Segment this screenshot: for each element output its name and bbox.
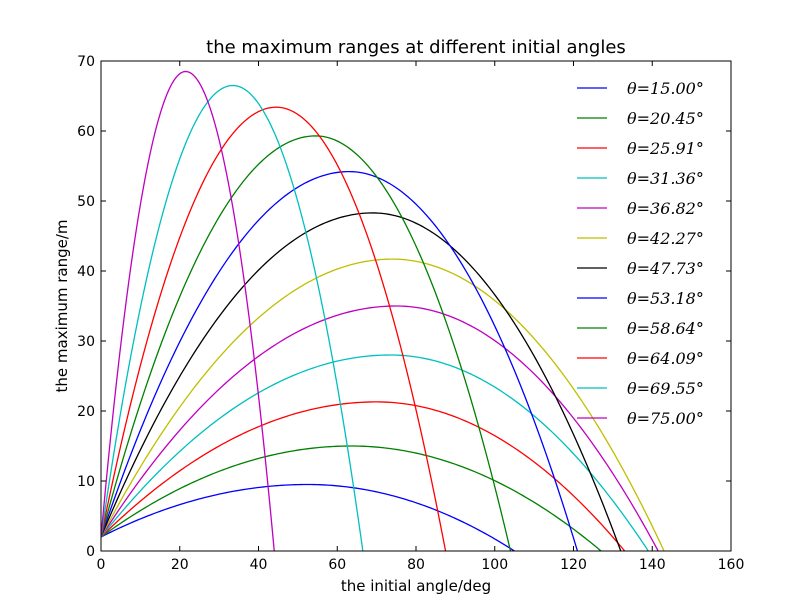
series-line-4 [101,354,650,551]
series-line-1 [101,483,516,551]
x-tick-label: 100 [481,557,508,573]
legend: θ=15.00° θ=20.45° θ=25.91° θ=31.36° θ=36.82°… [577,79,704,428]
y-tick-label: 70 [77,54,95,70]
y-axis-label: the maximum range/m [53,219,71,392]
x-axis-label: the initial angle/deg [341,577,491,595]
series-line-6 [101,258,665,551]
x-tick-label: 40 [250,557,268,573]
series-line-10 [101,106,447,551]
series-line-12 [101,70,275,551]
legend-label: θ=25.91° [627,139,704,158]
y-tick-label: 60 [77,124,95,140]
y-tick-label: 20 [77,404,95,420]
x-axis-ticks: 0 20 40 60 80 100 120 140 160 [97,61,745,573]
x-tick-label: 120 [560,557,587,573]
legend-label: θ=75.00° [627,409,704,428]
x-tick-label: 60 [328,557,346,573]
series-line-11 [101,84,364,551]
legend-label: θ=20.45° [627,109,704,128]
series-curves [101,70,665,551]
series-line-5 [101,305,659,551]
legend-label: θ=64.09° [627,349,704,368]
y-tick-label: 10 [77,474,95,490]
legend-label: θ=36.82° [627,199,704,218]
legend-label: θ=47.73° [627,259,704,278]
legend-label: θ=69.55° [627,379,704,398]
series-line-7 [101,212,622,551]
x-tick-label: 80 [407,557,425,573]
series-line-8 [101,170,579,551]
chart-title: the maximum ranges at different initial … [206,37,626,58]
x-tick-label: 20 [171,557,189,573]
legend-label: θ=15.00° [627,79,704,98]
legend-label: θ=58.64° [627,319,704,338]
legend-label: θ=53.18° [627,289,704,308]
y-tick-label: 0 [86,544,95,560]
y-tick-label: 40 [77,264,95,280]
y-tick-label: 30 [77,334,95,350]
series-line-2 [101,445,603,551]
y-axis-ticks: 0 10 20 30 40 50 60 70 [77,54,731,560]
series-line-9 [101,135,512,551]
x-tick-label: 140 [639,557,666,573]
y-tick-label: 50 [77,194,95,210]
legend-label: θ=31.36° [627,169,704,188]
series-line-3 [101,401,626,551]
x-tick-label: 0 [97,557,106,573]
legend-label: θ=42.27° [627,229,704,248]
x-tick-label: 160 [718,557,745,573]
